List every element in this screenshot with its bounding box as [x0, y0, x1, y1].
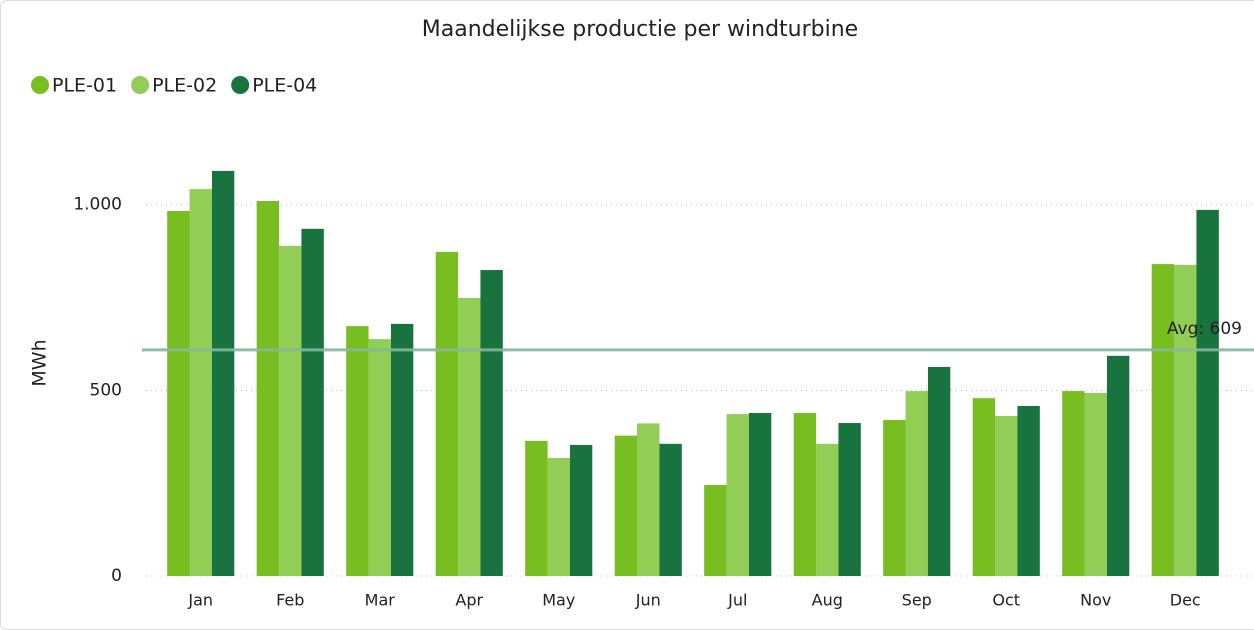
legend-swatch	[31, 76, 49, 94]
y-tick-label: 0	[111, 566, 122, 586]
bar	[167, 211, 190, 577]
bar	[458, 297, 481, 576]
bar	[748, 412, 772, 576]
bar	[793, 412, 817, 576]
bar	[637, 423, 660, 576]
bar	[189, 189, 212, 576]
bar	[1106, 355, 1130, 576]
bar	[972, 398, 996, 576]
chart-title: Maandelijkse productie per windturbine	[422, 17, 858, 42]
bar	[301, 228, 324, 576]
bar	[1084, 392, 1107, 576]
x-tick-label: Jul	[727, 591, 747, 610]
x-tick-label: Nov	[1080, 591, 1111, 610]
bar	[211, 170, 235, 576]
bar	[995, 415, 1018, 576]
x-tick-label: Oct	[992, 591, 1020, 610]
bar	[883, 420, 906, 576]
bar	[704, 485, 727, 576]
bar	[346, 326, 369, 576]
bar	[279, 245, 302, 576]
x-tick-label: Apr	[455, 591, 483, 610]
legend-label: PLE-02	[152, 75, 217, 97]
bar	[816, 443, 839, 576]
legend-swatch	[231, 76, 250, 94]
bar	[905, 391, 928, 576]
bar	[525, 440, 548, 576]
bar	[1196, 209, 1219, 576]
bar	[368, 339, 391, 576]
legend-label: PLE-04	[252, 75, 317, 97]
x-tick-label: Mar	[365, 591, 396, 610]
bar	[1151, 264, 1175, 576]
x-tick-label: May	[542, 591, 575, 610]
bar	[569, 444, 593, 576]
y-tick-label: 500	[90, 380, 122, 400]
bar	[838, 423, 861, 576]
x-tick-label: Aug	[812, 591, 843, 610]
bar	[1062, 391, 1085, 576]
bar	[435, 251, 459, 576]
x-tick-label: Jun	[635, 591, 661, 610]
x-tick-label: Sep	[902, 591, 932, 610]
legend-label: PLE-01	[52, 75, 117, 97]
legend-swatch	[131, 76, 150, 94]
bar	[614, 435, 638, 576]
bar	[659, 443, 682, 576]
bar	[256, 200, 280, 576]
y-axis-label: MWh	[29, 339, 51, 386]
x-tick-label: Jan	[187, 591, 213, 610]
average-label: Avg: 609	[1167, 319, 1242, 339]
y-tick-label: 1.000	[73, 195, 122, 215]
bar	[1174, 264, 1197, 576]
bar	[480, 270, 503, 576]
bar	[547, 457, 570, 576]
bar	[927, 366, 951, 576]
bar	[1017, 405, 1040, 576]
bar	[390, 323, 414, 576]
x-tick-label: Feb	[276, 591, 304, 610]
x-tick-label: Dec	[1170, 591, 1201, 610]
bar	[726, 414, 749, 576]
